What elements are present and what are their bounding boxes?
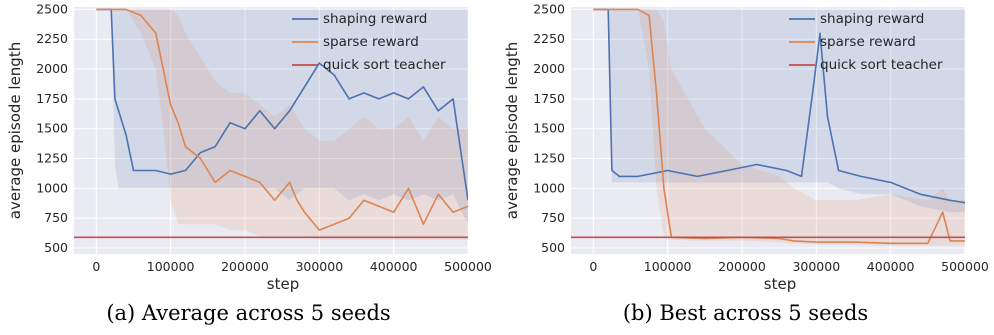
y-tick-label: 2500 <box>36 1 68 16</box>
y-tick-label: 1750 <box>533 91 565 106</box>
x-tick-label: 500000 <box>444 259 492 274</box>
x-tick-label: 0 <box>92 259 100 274</box>
y-tick-label: 1500 <box>533 121 565 136</box>
panel-a: 0 100000 200000 300000 400000 500000 500 750 100… <box>6 1 492 325</box>
y-tick-label: 1000 <box>36 180 68 195</box>
chart-b: 0 100000 200000 300000 400000 500000 500 750 100… <box>503 1 989 293</box>
legend-label: shaping reward <box>820 11 924 27</box>
x-tick-label: 200000 <box>221 259 269 274</box>
legend-label: sparse reward <box>820 34 916 50</box>
x-tick-label: 500000 <box>941 259 989 274</box>
shaping-reward-line <box>96 8 468 201</box>
y-tick-label: 1500 <box>36 121 68 136</box>
y-tick-label: 500 <box>541 240 565 255</box>
legend-label: shaping reward <box>323 11 427 27</box>
y-axis-label: average episode length <box>503 42 521 219</box>
y-tick-label: 1250 <box>36 151 68 166</box>
caption-b: (b) Best across 5 seeds <box>622 301 869 325</box>
x-tick-label: 400000 <box>867 259 915 274</box>
y-tick-label: 1000 <box>533 180 565 195</box>
x-tick-label: 200000 <box>718 259 766 274</box>
y-tick-label: 500 <box>44 240 68 255</box>
shaping-reward-line <box>593 8 965 204</box>
plot-background <box>571 7 965 254</box>
y-tick-label: 2250 <box>36 31 68 46</box>
y-axis-label: average episode length <box>6 42 24 219</box>
chart-a: 0 100000 200000 300000 400000 500000 500 750 100… <box>6 1 492 293</box>
legend-label: quick sort teacher <box>820 57 943 73</box>
series-group <box>571 8 965 246</box>
x-axis-label: step <box>267 275 299 293</box>
series-group <box>74 8 468 240</box>
x-tick-label: 100000 <box>644 259 692 274</box>
legend-label: sparse reward <box>323 34 419 50</box>
confidence-band <box>593 9 965 213</box>
plot-background <box>74 7 468 254</box>
y-tick-label: 1250 <box>533 151 565 166</box>
y-tick-label: 1750 <box>36 91 68 106</box>
confidence-band <box>96 9 468 240</box>
y-tick-label: 750 <box>44 210 68 225</box>
x-tick-label: 100000 <box>147 259 195 274</box>
panel-b: 0 100000 200000 300000 400000 500000 500 750 100… <box>497 0 994 335</box>
sparse-reward-line <box>96 8 468 231</box>
x-tick-label: 300000 <box>792 259 840 274</box>
x-axis-label: step <box>764 275 796 293</box>
legend-label: quick sort teacher <box>323 57 446 73</box>
x-tick-label: 400000 <box>370 259 418 274</box>
x-tick-label: 0 <box>589 259 597 274</box>
x-tick-label: 300000 <box>295 259 343 274</box>
y-tick-label: 750 <box>541 210 565 225</box>
confidence-band <box>96 9 468 225</box>
y-tick-label: 2000 <box>36 61 68 76</box>
confidence-band <box>593 9 965 246</box>
caption-a: (a) Average across 5 seeds <box>106 301 391 325</box>
sparse-reward-line <box>593 8 965 245</box>
y-tick-label: 2500 <box>533 1 565 16</box>
y-tick-label: 2000 <box>533 61 565 76</box>
y-tick-label: 2250 <box>533 31 565 46</box>
